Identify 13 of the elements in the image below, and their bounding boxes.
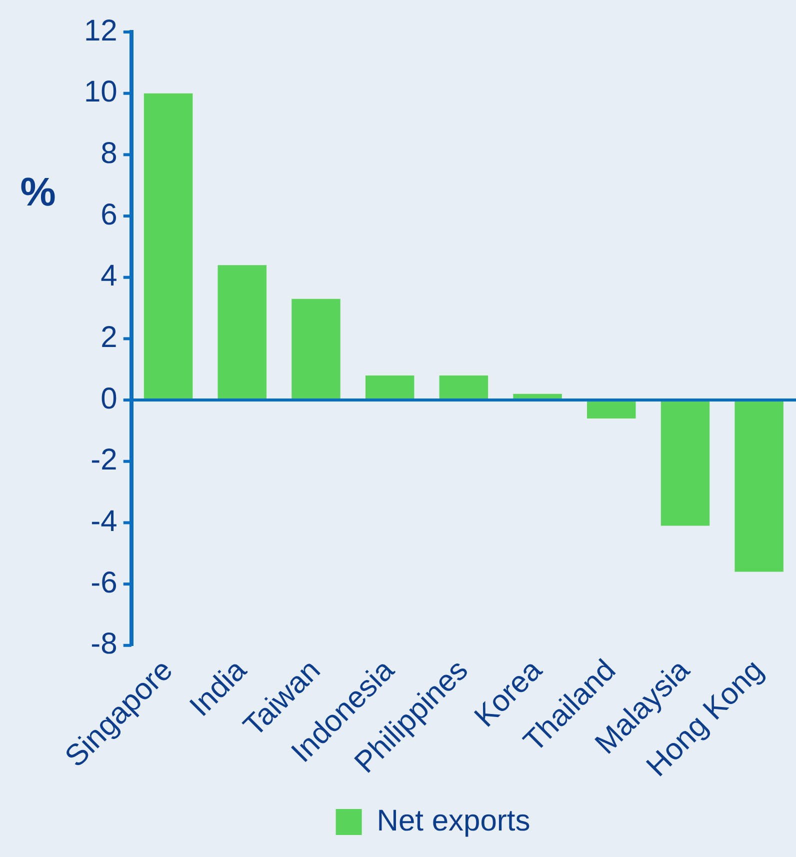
y-tick-label: -4: [90, 504, 118, 538]
y-tick-label: 4: [100, 260, 118, 293]
y-tick-label: 0: [100, 382, 118, 416]
y-axis-title: %: [20, 170, 56, 215]
y-tick-label: -2: [90, 444, 118, 477]
y-tick-label: 8: [100, 136, 118, 170]
y-tick-label: -8: [90, 628, 118, 661]
y-tick-label: 2: [100, 320, 118, 354]
y-tick-label: -6: [90, 566, 118, 600]
legend-label: Net exports: [376, 804, 530, 838]
y-tick-label: 6: [100, 198, 118, 232]
y-tick-label: 12: [84, 14, 118, 48]
y-tick-label: 10: [84, 76, 118, 109]
